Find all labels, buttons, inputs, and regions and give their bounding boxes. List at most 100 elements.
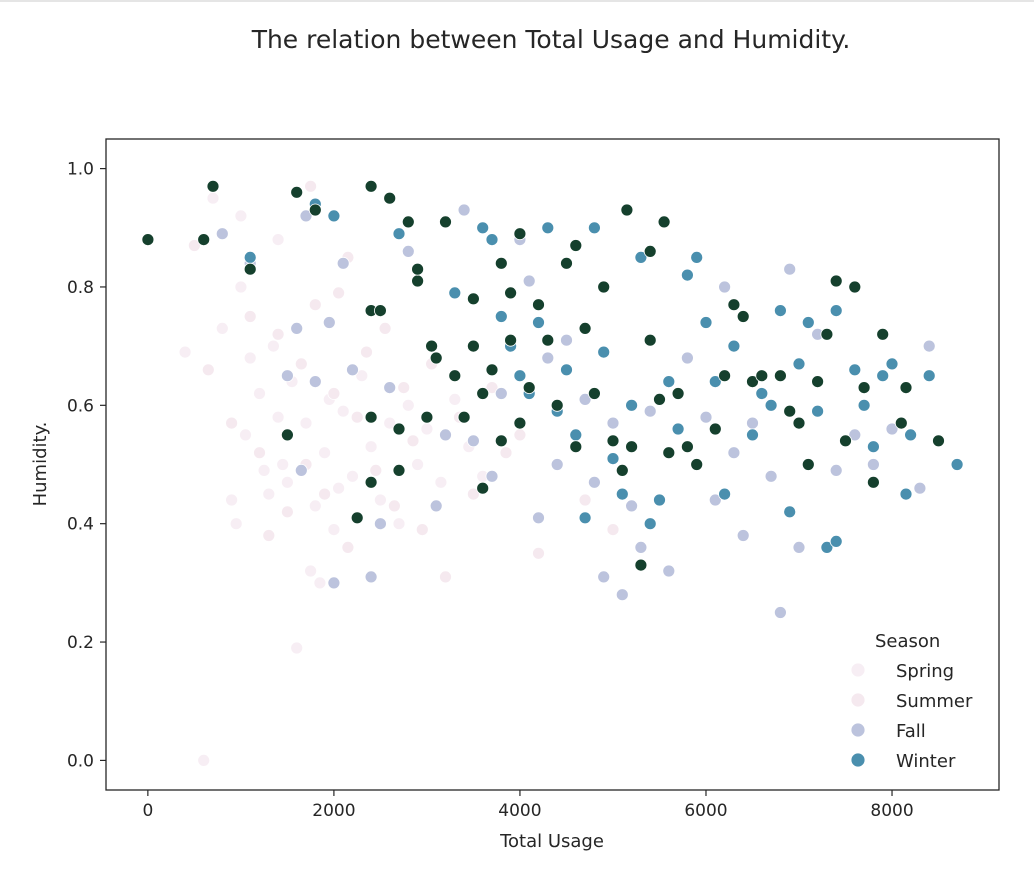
scatter-point	[355, 369, 369, 383]
scatter-point	[308, 203, 322, 217]
scatter-point	[346, 469, 359, 483]
scatter-point	[755, 369, 769, 383]
scatter-point	[690, 250, 704, 264]
scatter-point	[746, 375, 759, 389]
scatter-point	[499, 446, 513, 460]
x-axis-label: Total Usage	[499, 831, 604, 852]
scatter-point	[294, 463, 308, 477]
y-ticks: 0.0 0.2 0.4 0.6 0.8 1.0	[67, 160, 106, 771]
scatter-point	[764, 469, 778, 483]
scatter-point	[950, 458, 964, 471]
scatter-point	[708, 493, 722, 507]
scatter-point	[262, 487, 276, 501]
scatter-point	[588, 387, 601, 400]
scatter-point	[560, 363, 573, 377]
scatter-point	[560, 256, 573, 270]
scatter-point	[513, 416, 527, 430]
scatter-point	[746, 428, 759, 442]
scatter-point	[839, 434, 852, 448]
scatter-point	[569, 239, 583, 252]
scatter-point	[411, 274, 425, 288]
scatter-point	[401, 398, 415, 412]
scatter-point	[774, 606, 787, 619]
scatter-point	[318, 446, 332, 460]
scatter-point	[225, 493, 239, 507]
scatter-point	[653, 493, 666, 507]
scatter-point	[820, 327, 834, 341]
scatter-point	[746, 416, 759, 430]
scatter-point	[299, 209, 313, 223]
scatter-point	[494, 256, 508, 270]
scatter-point	[597, 570, 611, 584]
scatter-point	[271, 327, 285, 341]
scatter-point	[243, 250, 257, 264]
scatter-point	[327, 209, 341, 223]
scatter-point	[811, 404, 824, 418]
scatter-point	[597, 280, 611, 294]
scatter-point	[857, 381, 871, 395]
scatter-point	[541, 221, 555, 235]
scatter-point	[857, 398, 871, 412]
scatter-point	[620, 203, 634, 217]
y-tick-label: 0.8	[67, 278, 94, 298]
legend-label: Summer	[896, 691, 973, 712]
scatter-point	[476, 387, 490, 400]
scatter-point	[466, 339, 480, 353]
scatter-point	[448, 286, 462, 300]
scatter-point	[774, 369, 787, 383]
y-tick-label: 0.4	[67, 515, 94, 535]
scatter-point	[783, 262, 797, 276]
scatter-point	[322, 316, 336, 329]
scatter-point	[643, 244, 657, 258]
scatter-point	[373, 304, 387, 318]
scatter-point	[494, 434, 508, 448]
scatter-point	[239, 428, 252, 442]
scatter-point	[727, 446, 741, 460]
scatter-point	[332, 481, 346, 495]
scatter-point	[820, 541, 834, 554]
scatter-point	[634, 558, 648, 572]
scatter-point	[681, 351, 694, 365]
scatter-point	[346, 363, 359, 377]
scatter-point	[504, 286, 518, 300]
scatter-point	[643, 333, 657, 347]
scatter-point	[336, 256, 350, 270]
scatter-point	[885, 422, 899, 436]
scatter-point	[848, 363, 862, 377]
scatter-point	[439, 570, 452, 584]
legend-title: Season	[875, 631, 940, 652]
y-tick-label: 0.0	[67, 751, 94, 771]
scatter-point	[578, 511, 592, 525]
scatter-point	[588, 221, 601, 235]
chart-title: The relation between Total Usage and Hum…	[251, 25, 851, 54]
scatter-point	[727, 298, 741, 312]
scatter-point	[234, 209, 248, 223]
scatter-point	[913, 481, 927, 495]
scatter-point	[215, 227, 229, 241]
y-tick-label: 0.2	[67, 633, 94, 653]
scatter-point	[476, 221, 490, 235]
scatter-point	[415, 523, 429, 536]
scatter-point	[229, 517, 243, 531]
scatter-point	[401, 244, 415, 258]
scatter-point	[485, 233, 499, 247]
scatter-point	[690, 458, 704, 471]
scatter-point	[922, 369, 936, 383]
legend-marker	[850, 752, 866, 768]
scatter-point	[550, 458, 564, 471]
scatter-point	[401, 215, 415, 229]
scatter-point	[867, 458, 880, 471]
scatter-point	[634, 541, 648, 554]
scatter-point	[197, 233, 211, 247]
scatter-point	[513, 227, 527, 241]
scatter-point	[671, 387, 685, 400]
legend-marker	[850, 722, 866, 738]
plot-frame	[105, 138, 1000, 791]
scatter-point	[532, 298, 545, 312]
scatter-point	[280, 428, 294, 442]
scatter-point	[280, 475, 294, 489]
scatter-point	[848, 280, 862, 294]
scatter-point	[783, 505, 797, 519]
scatter-point	[290, 641, 304, 655]
scatter-point	[187, 239, 201, 252]
